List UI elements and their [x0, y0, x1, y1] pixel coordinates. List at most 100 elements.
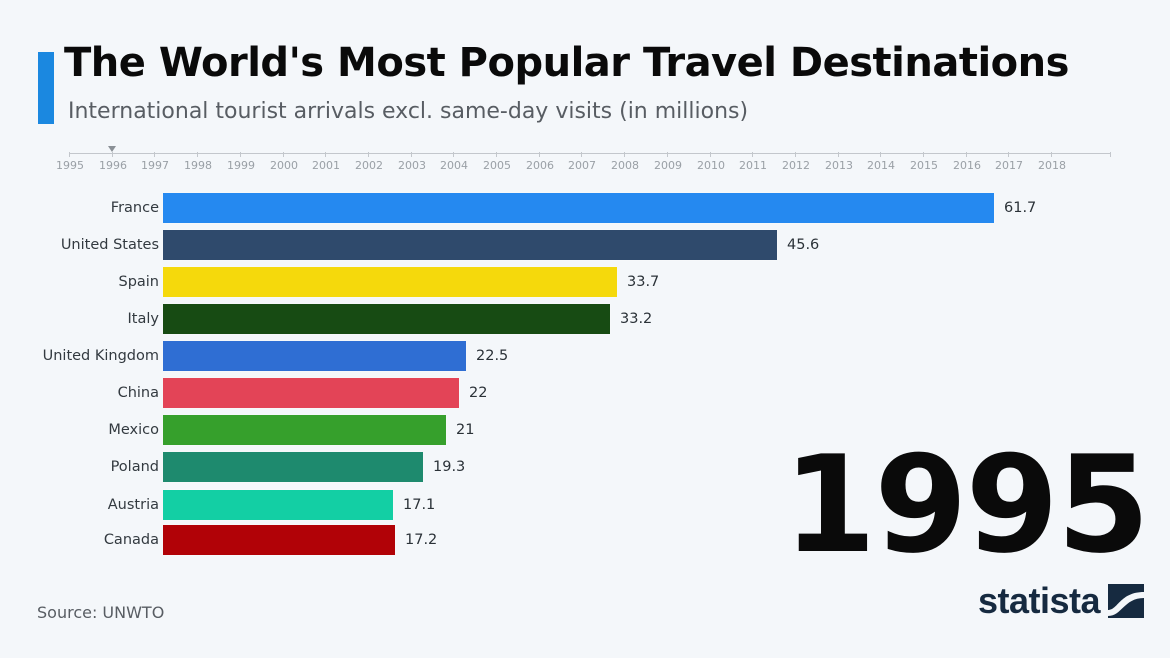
- bar: [163, 230, 777, 260]
- timeline-tick: [1008, 152, 1009, 157]
- timeline-tick: [112, 152, 113, 157]
- source-note: Source: UNWTO: [37, 603, 165, 622]
- bar-value-label: 45.6: [787, 237, 820, 253]
- bar-row: Austria 17.1: [0, 490, 1100, 520]
- timeline-year-label[interactable]: 2014: [867, 159, 895, 172]
- timeline-year-label[interactable]: 1999: [227, 159, 255, 172]
- timeline-year-label[interactable]: 1997: [141, 159, 169, 172]
- bar-row: Mexico 21: [0, 415, 1100, 445]
- timeline-tick: [710, 152, 711, 157]
- bar: [163, 341, 466, 371]
- bar-row: Poland 19.3: [0, 452, 1100, 482]
- bar-row: Italy 33.2: [0, 304, 1100, 334]
- timeline-tick: [240, 152, 241, 157]
- timeline-tick: [838, 152, 839, 157]
- timeline-year-label[interactable]: 2012: [782, 159, 810, 172]
- current-year-label: 1995: [783, 427, 1150, 583]
- timeline-tick: [752, 152, 753, 157]
- timeline-tick: [368, 152, 369, 157]
- bar: [163, 452, 423, 482]
- title-accent-bar: [38, 52, 54, 124]
- timeline-tick: [411, 152, 412, 157]
- category-label: United Kingdom: [42, 348, 159, 364]
- timeline-tick: [283, 152, 284, 157]
- bar-row: France 61.7: [0, 193, 1100, 223]
- statista-brand: statista: [978, 583, 1144, 619]
- timeline-year-label[interactable]: 2018: [1038, 159, 1066, 172]
- timeline-year-label[interactable]: 2000: [270, 159, 298, 172]
- timeline-tick: [581, 152, 582, 157]
- timeline-year-label[interactable]: 2013: [825, 159, 853, 172]
- bar-value-label: 61.7: [1004, 200, 1037, 216]
- timeline-year-label[interactable]: 1995: [56, 159, 84, 172]
- bar-value-label: 33.2: [620, 311, 653, 327]
- timeline-axis-line: [69, 153, 1111, 154]
- chart-title: The World's Most Popular Travel Destinat…: [64, 40, 1069, 86]
- bar: [163, 193, 994, 223]
- timeline-tick: [197, 152, 198, 157]
- category-label: United States: [60, 237, 159, 253]
- timeline-year-label[interactable]: 2001: [312, 159, 340, 172]
- timeline-tick: [880, 152, 881, 157]
- category-label: Poland: [110, 459, 159, 475]
- timeline-year-label[interactable]: 2009: [654, 159, 682, 172]
- timeline-tick: [667, 152, 668, 157]
- bar-row: United Kingdom 22.5: [0, 341, 1100, 371]
- bar-value-label: 22: [469, 385, 488, 401]
- chart-subtitle: International tourist arrivals excl. sam…: [68, 99, 749, 124]
- year-timeline[interactable]: 1995 1996 1997 1998 1999 2000 2001 2002 2003 2004…: [56, 146, 1111, 182]
- bar-row: Spain 33.7: [0, 267, 1100, 297]
- bar-row: China 22: [0, 378, 1100, 408]
- timeline-tick: [966, 152, 967, 157]
- timeline-tick: [539, 152, 540, 157]
- bar-value-label: 22.5: [476, 348, 509, 364]
- bar: [163, 525, 395, 555]
- timeline-end-tick: [1110, 152, 1111, 157]
- timeline-tick: [795, 152, 796, 157]
- category-label: Mexico: [108, 422, 159, 438]
- bar: [163, 378, 459, 408]
- timeline-tick: [69, 152, 70, 157]
- timeline-year-label[interactable]: 2008: [611, 159, 639, 172]
- timeline-tick: [325, 152, 326, 157]
- timeline-year-label[interactable]: 2011: [739, 159, 767, 172]
- category-label: Italy: [127, 311, 159, 327]
- bar-value-label: 19.3: [433, 459, 466, 475]
- timeline-position-marker-icon[interactable]: [108, 146, 116, 152]
- timeline-tick: [496, 152, 497, 157]
- brand-name: statista: [977, 580, 1101, 621]
- category-label: Canada: [103, 532, 159, 548]
- bar: [163, 415, 446, 445]
- bar-row: United States 45.6: [0, 230, 1100, 260]
- timeline-tick: [923, 152, 924, 157]
- bar-value-label: 17.2: [405, 532, 438, 548]
- timeline-tick: [624, 152, 625, 157]
- timeline-year-label[interactable]: 2004: [440, 159, 468, 172]
- timeline-year-label[interactable]: 1998: [184, 159, 212, 172]
- category-label: Austria: [107, 497, 159, 513]
- bar-row: Canada 17.2: [0, 525, 1100, 555]
- bar: [163, 304, 610, 334]
- timeline-tick: [1051, 152, 1052, 157]
- timeline-tick: [154, 152, 155, 157]
- bar: [163, 490, 393, 520]
- category-label: Spain: [118, 274, 159, 290]
- statista-logo-icon: [1108, 584, 1144, 618]
- timeline-year-label[interactable]: 2007: [568, 159, 596, 172]
- timeline-year-label[interactable]: 2017: [995, 159, 1023, 172]
- timeline-tick: [453, 152, 454, 157]
- category-label: France: [110, 200, 159, 216]
- timeline-year-label[interactable]: 2002: [355, 159, 383, 172]
- bar-value-label: 21: [456, 422, 475, 438]
- timeline-year-label[interactable]: 2005: [483, 159, 511, 172]
- timeline-year-label[interactable]: 1996: [99, 159, 127, 172]
- timeline-year-label[interactable]: 2003: [398, 159, 426, 172]
- timeline-year-label[interactable]: 2006: [526, 159, 554, 172]
- timeline-year-label[interactable]: 2016: [953, 159, 981, 172]
- timeline-year-label[interactable]: 2015: [910, 159, 938, 172]
- bar-value-label: 33.7: [627, 274, 660, 290]
- timeline-year-label[interactable]: 2010: [697, 159, 725, 172]
- bar: [163, 267, 617, 297]
- category-label: China: [117, 385, 159, 401]
- bar-value-label: 17.1: [403, 497, 436, 513]
